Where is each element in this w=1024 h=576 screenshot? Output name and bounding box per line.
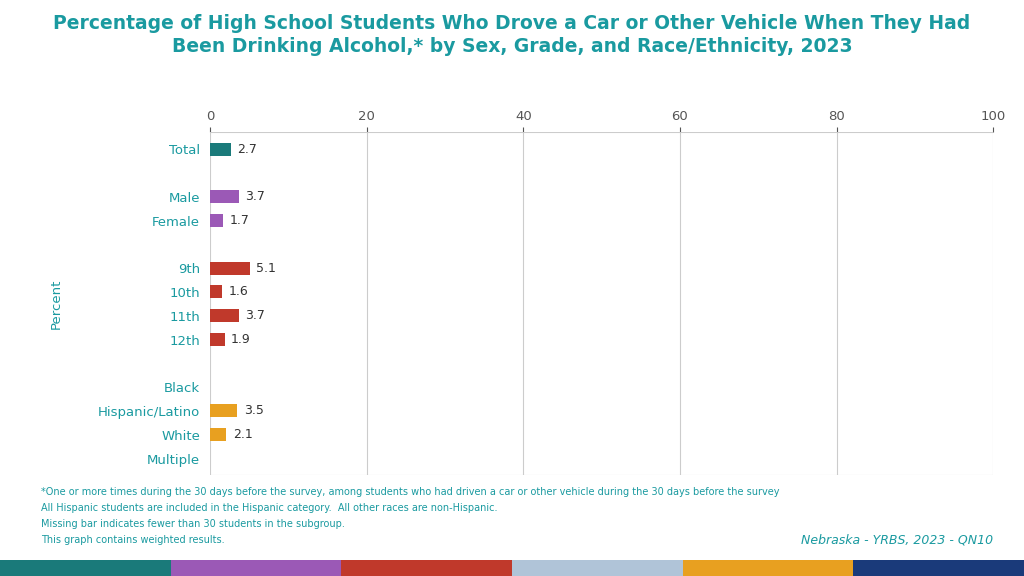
Text: 3.7: 3.7 — [245, 190, 265, 203]
Text: This graph contains weighted results.: This graph contains weighted results. — [41, 535, 224, 545]
Text: Been Drinking Alcohol,* by Sex, Grade, and Race/Ethnicity, 2023: Been Drinking Alcohol,* by Sex, Grade, a… — [172, 37, 852, 56]
Text: 2.1: 2.1 — [232, 428, 252, 441]
Bar — [210, 262, 250, 275]
Text: 1.6: 1.6 — [228, 286, 249, 298]
Text: 3.7: 3.7 — [245, 309, 265, 322]
Text: 2.7: 2.7 — [238, 143, 257, 156]
Bar — [210, 190, 239, 203]
Text: 1.9: 1.9 — [231, 333, 251, 346]
Text: 3.5: 3.5 — [244, 404, 263, 418]
Text: 5.1: 5.1 — [256, 262, 276, 275]
Text: Percentage of High School Students Who Drove a Car or Other Vehicle When They Ha: Percentage of High School Students Who D… — [53, 14, 971, 33]
Text: *One or more times during the 30 days before the survey, among students who had : *One or more times during the 30 days be… — [41, 487, 779, 497]
Bar — [210, 143, 231, 156]
Bar — [210, 214, 223, 227]
Bar — [210, 333, 225, 346]
Bar — [210, 309, 239, 323]
Text: Percent: Percent — [50, 279, 62, 329]
Text: 1.7: 1.7 — [229, 214, 250, 227]
Bar — [210, 404, 238, 418]
Text: Nebraska - YRBS, 2023 - QN10: Nebraska - YRBS, 2023 - QN10 — [801, 533, 993, 546]
Bar — [210, 428, 226, 441]
Text: Missing bar indicates fewer than 30 students in the subgroup.: Missing bar indicates fewer than 30 stud… — [41, 519, 345, 529]
Text: All Hispanic students are included in the Hispanic category.  All other races ar: All Hispanic students are included in th… — [41, 503, 498, 513]
Bar — [210, 285, 222, 298]
